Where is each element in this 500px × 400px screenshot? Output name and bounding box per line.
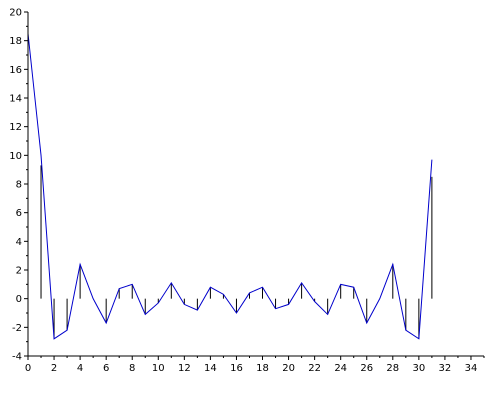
y-tick-label: 18 [9,36,22,47]
y-tick-label: 10 [9,151,22,162]
y-tick-label: 8 [16,180,22,191]
y-tick-label: 12 [9,122,22,133]
y-tick-label: 2 [16,266,22,277]
x-tick-label: 0 [25,363,31,374]
x-tick-label: 12 [178,363,191,374]
x-tick-label: 2 [51,363,57,374]
y-tick-label: 14 [9,94,22,105]
x-tick-label: 22 [308,363,321,374]
y-tick-label: 4 [16,237,22,248]
x-tick-label: 28 [386,363,399,374]
y-tick-label: -2 [12,323,22,334]
x-tick-label: 16 [230,363,243,374]
x-tick-label: 32 [439,363,452,374]
x-tick-label: 24 [334,363,347,374]
x-tick-label: 14 [204,363,217,374]
x-tick-label: 4 [77,363,83,374]
x-tick-label: 20 [282,363,295,374]
y-tick-label: -4 [12,352,22,363]
x-tick-label: 10 [152,363,165,374]
y-tick-label: 20 [9,8,22,19]
x-tick-label: 26 [360,363,373,374]
y-tick-label: 16 [9,65,22,76]
stem-group [27,33,433,339]
x-tick-label: 30 [412,363,425,374]
axes: 0 2 4 6 8 10 12 14 16 18 20 22 24 26 28 30 32 34-4-202468… [9,8,485,374]
x-tick-label: 18 [256,363,269,374]
series-line [27,33,433,340]
y-tick-label: 6 [16,208,22,219]
x-tick-label: 6 [103,363,109,374]
x-tick-label: 8 [129,363,135,374]
x-tick-label: 34 [465,363,478,374]
y-tick-label: 0 [16,294,22,305]
